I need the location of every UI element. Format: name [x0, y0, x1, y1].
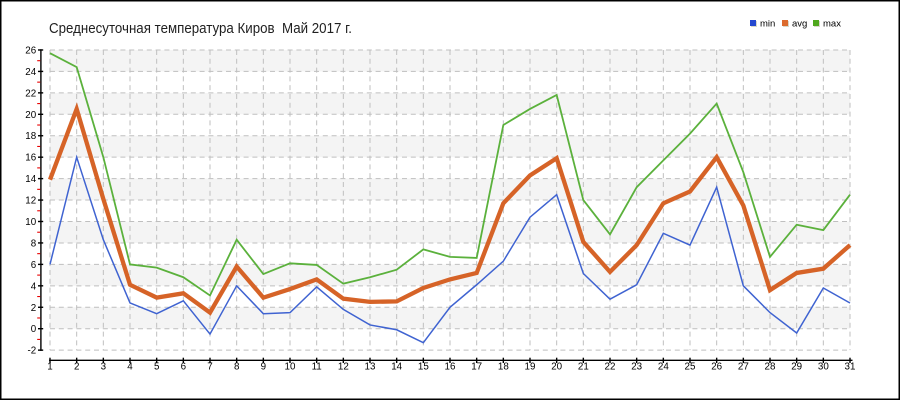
svg-text:10: 10: [25, 217, 36, 228]
svg-text:15: 15: [418, 362, 429, 373]
svg-text:6: 6: [31, 260, 37, 271]
svg-text:6: 6: [181, 362, 187, 373]
svg-text:29: 29: [791, 362, 802, 373]
svg-text:16: 16: [445, 362, 456, 373]
svg-text:3: 3: [101, 362, 107, 373]
svg-text:-2: -2: [27, 346, 36, 357]
svg-text:16: 16: [25, 153, 36, 164]
svg-text:24: 24: [25, 67, 36, 78]
svg-text:12: 12: [25, 196, 36, 207]
svg-text:5: 5: [154, 362, 160, 373]
svg-text:28: 28: [765, 362, 776, 373]
svg-text:22: 22: [605, 362, 616, 373]
svg-text:25: 25: [685, 362, 696, 373]
svg-text:18: 18: [498, 362, 509, 373]
svg-text:30: 30: [818, 362, 829, 373]
svg-text:11: 11: [312, 362, 322, 373]
svg-text:23: 23: [631, 362, 642, 373]
svg-text:12: 12: [338, 362, 349, 373]
svg-text:26: 26: [25, 45, 36, 56]
svg-text:20: 20: [25, 110, 36, 121]
svg-text:avg: avg: [792, 19, 807, 30]
svg-text:7: 7: [207, 362, 212, 373]
svg-text:8: 8: [234, 362, 240, 373]
svg-text:8: 8: [31, 238, 37, 249]
svg-text:19: 19: [525, 362, 536, 373]
svg-text:20: 20: [551, 362, 562, 373]
svg-text:14: 14: [25, 174, 36, 185]
svg-text:17: 17: [471, 362, 482, 373]
svg-text:1: 1: [47, 362, 52, 373]
svg-text:26: 26: [711, 362, 722, 373]
svg-text:4: 4: [31, 281, 37, 292]
svg-text:2: 2: [31, 303, 36, 314]
svg-text:0: 0: [31, 324, 37, 335]
svg-text:min: min: [760, 19, 775, 30]
svg-text:24: 24: [658, 362, 669, 373]
svg-text:13: 13: [365, 362, 376, 373]
svg-text:18: 18: [25, 131, 36, 142]
svg-text:2: 2: [74, 362, 79, 373]
svg-text:Среднесуточная температура Кир: Среднесуточная температура Киров Май 201…: [49, 21, 352, 37]
svg-text:4: 4: [127, 362, 133, 373]
svg-text:14: 14: [391, 362, 402, 373]
svg-text:max: max: [823, 19, 841, 30]
svg-text:9: 9: [261, 362, 266, 373]
svg-text:21: 21: [578, 362, 589, 373]
svg-text:22: 22: [25, 88, 36, 99]
svg-text:27: 27: [738, 362, 749, 373]
svg-text:31: 31: [845, 362, 856, 373]
svg-text:10: 10: [285, 362, 296, 373]
